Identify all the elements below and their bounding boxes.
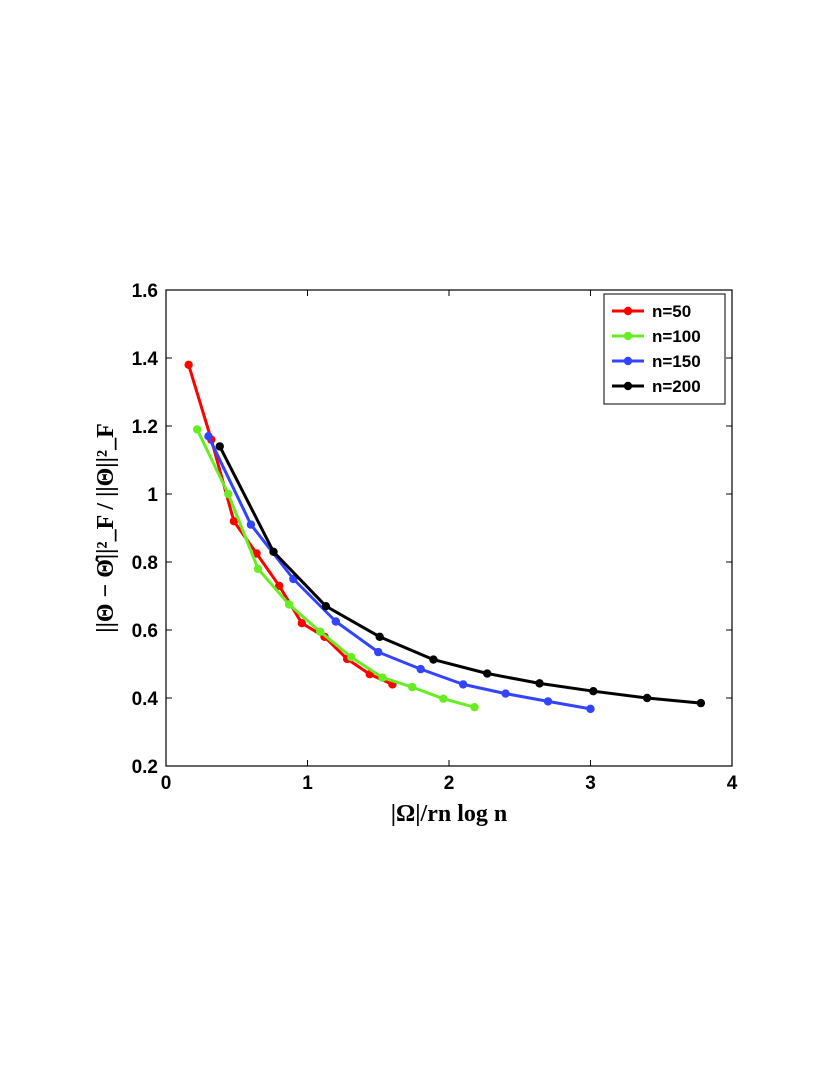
data-point <box>204 432 213 441</box>
legend-swatch-marker <box>623 356 633 366</box>
data-point <box>470 702 479 712</box>
y-tick-label: 1.4 <box>132 349 159 370</box>
data-point <box>192 425 202 434</box>
data-point <box>696 698 706 708</box>
data-point <box>331 617 340 626</box>
legend-swatch-marker <box>623 381 633 391</box>
data-point <box>229 517 239 526</box>
series-n=200 <box>215 442 706 708</box>
x-tick-label: 4 <box>727 773 738 794</box>
x-axis-label: |Ω|/rn log n <box>391 801 507 827</box>
data-point <box>284 600 294 609</box>
legend-item: n=100 <box>612 327 701 346</box>
data-point <box>374 647 383 657</box>
y-tick-label: 0.4 <box>132 689 159 710</box>
x-tick-label: 0 <box>161 773 172 794</box>
data-point <box>224 489 233 499</box>
data-point <box>321 602 331 611</box>
data-point <box>347 653 356 662</box>
series-line <box>195 428 475 709</box>
legend-item: n=50 <box>612 302 691 321</box>
data-point <box>439 694 448 703</box>
data-point <box>642 693 652 703</box>
y-tick-label: 0.8 <box>132 553 158 574</box>
data-point <box>429 655 438 664</box>
data-point <box>184 360 193 369</box>
data-point <box>253 564 263 573</box>
data-point <box>589 687 598 696</box>
legend-swatch-marker <box>623 331 633 341</box>
x-tick-label: 1 <box>302 773 313 794</box>
legend-label: n=50 <box>652 302 691 321</box>
y-tick-label: 1.2 <box>132 417 158 438</box>
x-tick-label: 2 <box>444 773 455 794</box>
data-point <box>483 669 492 678</box>
data-point <box>458 680 468 689</box>
series-n=100 <box>192 425 479 712</box>
y-tick-label: 1 <box>147 485 158 506</box>
x-tick-label: 3 <box>585 773 596 794</box>
data-point <box>378 673 387 682</box>
data-point <box>246 520 256 529</box>
data-point <box>289 574 298 584</box>
x-axis-label-text: |Ω|/rn log n <box>391 801 507 827</box>
legend-label: n=150 <box>652 352 701 371</box>
data-point <box>375 632 384 641</box>
data-point <box>586 704 595 714</box>
y-axis-label: ||Θ − Θ̂||²_F / ||Θ||²_F <box>93 423 119 632</box>
data-point <box>316 627 325 636</box>
y-tick-label: 0.6 <box>132 621 158 642</box>
data-point <box>297 619 307 628</box>
y-tick-label: 1.6 <box>132 281 158 302</box>
y-tick-label: 0.2 <box>132 757 158 778</box>
data-point <box>501 689 510 698</box>
legend: n=50 n=100 n=150 n=200 <box>603 293 726 405</box>
data-point <box>275 581 284 590</box>
data-point <box>408 682 417 692</box>
legend-label: n=100 <box>652 327 701 346</box>
data-point <box>535 679 544 688</box>
legend-swatch-marker <box>623 306 633 316</box>
axis-ticks: 0 1 2 3 4 0.2 0.4 0.6 0.8 1 1.2 1.4 1.6 <box>132 281 738 794</box>
data-point <box>416 664 425 674</box>
y-axis-label-text: ||Θ − Θ̂||²_F / ||Θ||²_F <box>93 423 119 632</box>
legend-item: n=200 <box>612 377 701 396</box>
data-point <box>269 547 278 556</box>
data-point <box>215 442 224 451</box>
data-point <box>252 549 261 558</box>
legend-label: n=200 <box>652 377 701 396</box>
series-line <box>218 445 702 705</box>
data-point <box>543 697 553 706</box>
series-layer <box>184 360 706 714</box>
legend-item: n=150 <box>612 352 701 371</box>
